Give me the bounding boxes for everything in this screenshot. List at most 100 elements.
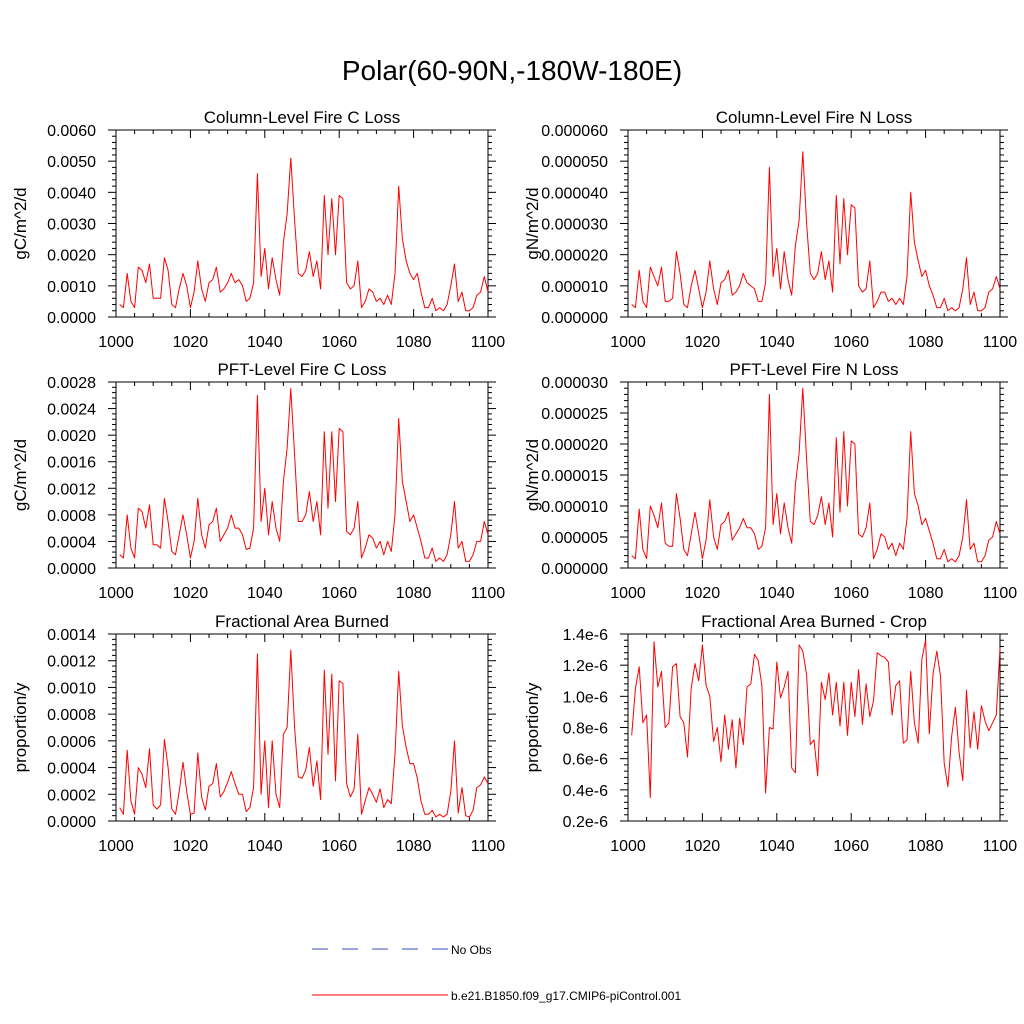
plot-frame	[115, 381, 489, 569]
plot-frame	[115, 129, 489, 318]
y-axis-label: gN/m^2/d	[523, 187, 542, 259]
x-tick-label: 1060	[321, 838, 357, 855]
y-tick-label: 0.6e-6	[563, 752, 608, 769]
x-tick-label: 1000	[98, 334, 134, 351]
y-tick-label: 0.0004	[47, 534, 96, 551]
y-tick-label: 0.0012	[47, 654, 96, 671]
x-tick-label: 1040	[247, 838, 283, 855]
y-tick-label: 0.000050	[541, 154, 608, 171]
series-line	[631, 387, 1001, 563]
x-tick-label: 1100	[471, 585, 506, 602]
y-tick-label: 1.0e-6	[563, 689, 608, 706]
x-tick-label: 1000	[98, 585, 134, 602]
x-tick-label: 1060	[833, 585, 869, 602]
chart-title: PFT-Level Fire C Loss	[217, 360, 386, 379]
figure-title: Polar(60-90N,-180W-180E)	[341, 55, 683, 86]
x-tick-label: 1020	[173, 334, 209, 351]
x-tick-label: 1080	[908, 334, 944, 351]
y-tick-label: 0.000000	[541, 310, 608, 327]
y-tick-label: 0.000010	[541, 499, 608, 516]
y-axis-label: proportion/y	[523, 682, 542, 772]
chart-panel-3: PFT-Level Fire C Loss gC/m^2/d 1000 1020 104…	[11, 360, 505, 602]
y-tick-label: 0.0060	[47, 123, 96, 140]
y-axis-label: gC/m^2/d	[11, 439, 30, 511]
x-tick-label: 1060	[833, 838, 869, 855]
y-tick-label: 0.000005	[541, 530, 608, 547]
plot-frame	[115, 633, 489, 822]
series-line	[119, 649, 489, 818]
y-tick-label: 0.0012	[47, 481, 96, 498]
x-tick-label: 1020	[685, 334, 721, 351]
y-tick-label: 0.000030	[541, 217, 608, 234]
y-tick-label: 0.4e-6	[563, 783, 608, 800]
y-tick-label: 0.000000	[541, 561, 608, 578]
x-tick-label: 1040	[247, 334, 283, 351]
chart-panel-2: Column-Level Fire N Loss gN/m^2/d 1000 1020…	[523, 108, 1017, 351]
x-tick-label: 1040	[247, 585, 283, 602]
legend-label-no-obs: No Obs	[451, 943, 492, 957]
x-tick-label: 1100	[471, 334, 506, 351]
chart-title: Column-Level Fire C Loss	[204, 108, 401, 127]
chart-title: Fractional Area Burned - Crop	[701, 612, 927, 631]
y-tick-label: 0.0008	[47, 508, 96, 525]
chart-panel-4: PFT-Level Fire N Loss gN/m^2/d 1000 1020 104…	[523, 360, 1017, 602]
x-tick-label: 1020	[685, 838, 721, 855]
y-axis-label: gC/m^2/d	[11, 187, 30, 259]
chart-panel-1: Column-Level Fire C Loss gC/m^2/d 1000 1020…	[11, 108, 505, 351]
x-tick-label: 1100	[983, 838, 1018, 855]
chart-panel-5: Fractional Area Burned proportion/y 1000 10…	[11, 612, 505, 855]
x-tick-label: 1080	[396, 585, 432, 602]
y-tick-label: 1.2e-6	[563, 658, 608, 675]
x-tick-label: 1080	[396, 838, 432, 855]
x-tick-label: 1060	[833, 334, 869, 351]
y-tick-label: 0.0006	[47, 734, 96, 751]
y-tick-label: 0.8e-6	[563, 721, 608, 738]
y-tick-label: 0.0010	[47, 279, 96, 296]
y-tick-label: 0.0020	[47, 248, 96, 265]
x-tick-label: 1000	[610, 334, 646, 351]
y-tick-label: 1.4e-6	[563, 627, 608, 644]
chart-title: Fractional Area Burned	[215, 612, 389, 631]
x-tick-label: 1000	[98, 838, 134, 855]
y-tick-label: 0.000060	[541, 123, 608, 140]
x-tick-label: 1100	[983, 585, 1018, 602]
y-tick-label: 0.2e-6	[563, 814, 608, 831]
plot-frame	[627, 129, 1001, 318]
plot-frame	[627, 633, 1001, 822]
x-tick-label: 1020	[173, 585, 209, 602]
y-tick-label: 0.0008	[47, 707, 96, 724]
y-tick-label: 0.0024	[47, 402, 96, 419]
legend: No Obs b.e21.B1850.f09_g17.CMIP6-piContr…	[312, 943, 681, 1003]
y-tick-label: 0.0040	[47, 185, 96, 202]
y-axis-label: proportion/y	[11, 682, 30, 772]
x-tick-label: 1020	[173, 838, 209, 855]
x-tick-label: 1060	[321, 585, 357, 602]
x-tick-label: 1040	[759, 334, 795, 351]
x-tick-label: 1000	[610, 585, 646, 602]
x-tick-label: 1100	[471, 838, 506, 855]
chart-title: PFT-Level Fire N Loss	[729, 360, 898, 379]
y-tick-label: 0.0010	[47, 680, 96, 697]
y-tick-label: 0.0020	[47, 428, 96, 445]
y-tick-label: 0.000020	[541, 437, 608, 454]
y-tick-label: 0.0050	[47, 154, 96, 171]
y-tick-label: 0.0000	[47, 814, 96, 831]
x-tick-label: 1100	[983, 334, 1018, 351]
y-tick-label: 0.0002	[47, 787, 96, 804]
chart-title: Column-Level Fire N Loss	[716, 108, 913, 127]
y-tick-label: 0.000040	[541, 185, 608, 202]
x-tick-label: 1060	[321, 334, 357, 351]
y-tick-label: 0.0004	[47, 761, 96, 778]
x-tick-label: 1040	[759, 585, 795, 602]
series-line	[631, 151, 1001, 312]
y-tick-label: 0.000025	[541, 406, 608, 423]
x-tick-label: 1080	[908, 585, 944, 602]
y-tick-label: 0.0030	[47, 217, 96, 234]
y-tick-label: 0.0014	[47, 627, 96, 644]
y-tick-label: 0.0028	[47, 375, 96, 392]
chart-panel-6: Fractional Area Burned - Crop proportion/…	[523, 612, 1017, 855]
y-tick-label: 0.0000	[47, 561, 96, 578]
x-tick-label: 1040	[759, 838, 795, 855]
x-tick-label: 1080	[396, 334, 432, 351]
